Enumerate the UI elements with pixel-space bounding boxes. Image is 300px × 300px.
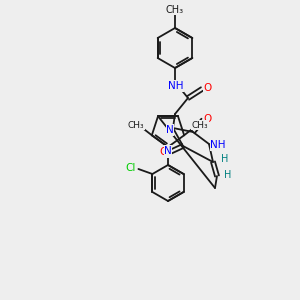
Text: H: H bbox=[224, 170, 232, 180]
Text: NH: NH bbox=[210, 140, 226, 150]
Text: Cl: Cl bbox=[125, 163, 136, 173]
Text: N: N bbox=[164, 146, 172, 156]
Text: H: H bbox=[221, 154, 229, 164]
Text: CH₃: CH₃ bbox=[128, 121, 144, 130]
Text: NH: NH bbox=[168, 81, 184, 91]
Text: N: N bbox=[166, 125, 174, 135]
Text: CH₃: CH₃ bbox=[166, 5, 184, 15]
Text: O: O bbox=[204, 83, 212, 93]
Text: CH₃: CH₃ bbox=[192, 121, 208, 130]
Text: O: O bbox=[204, 114, 212, 124]
Text: O: O bbox=[160, 147, 168, 157]
